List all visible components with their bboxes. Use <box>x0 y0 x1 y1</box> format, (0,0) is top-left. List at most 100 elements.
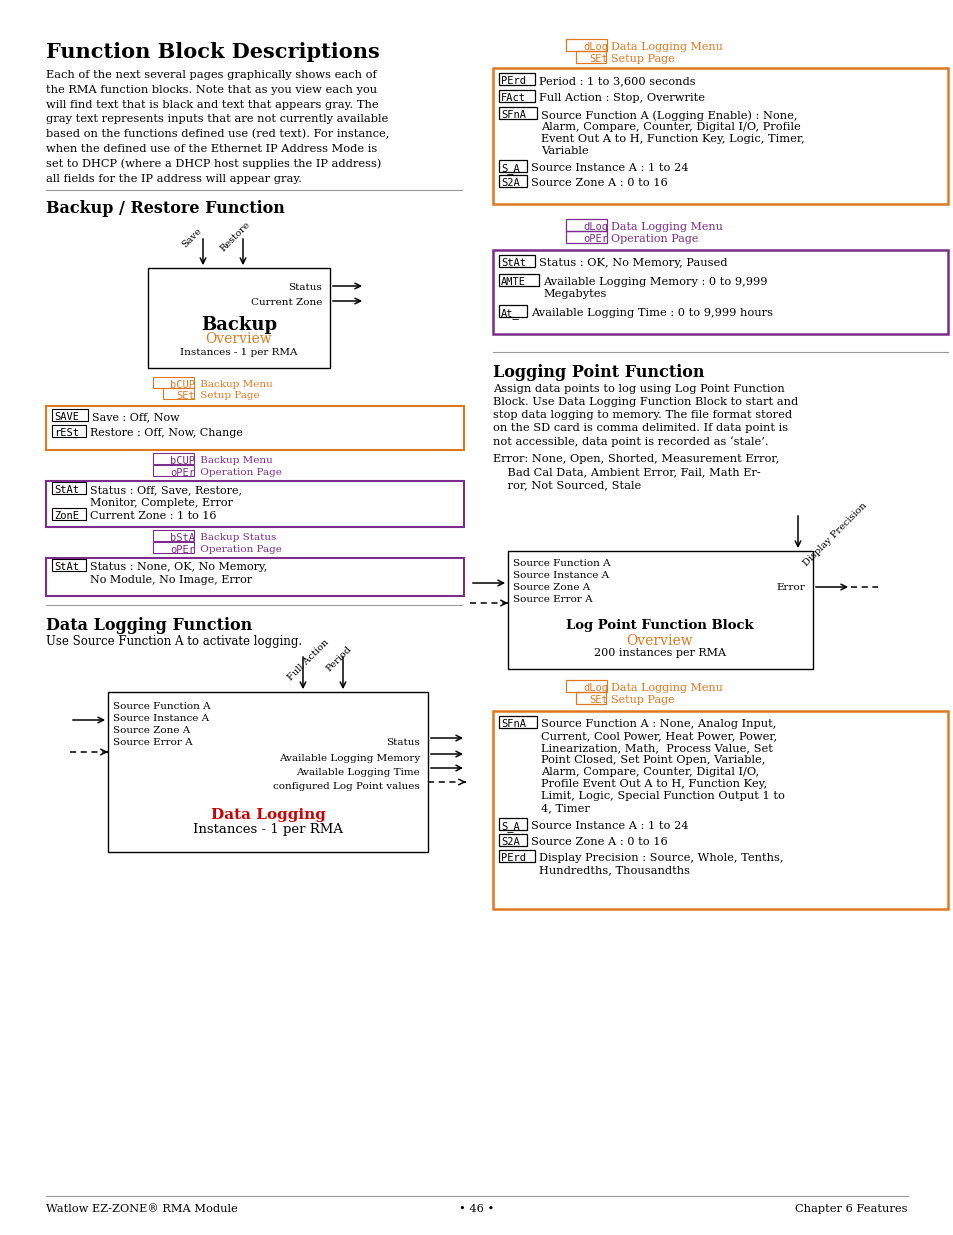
Text: Restore : Off, Now, Change: Restore : Off, Now, Change <box>90 429 243 438</box>
Text: oPEr: oPEr <box>170 468 194 478</box>
Text: Backup Status: Backup Status <box>196 534 276 542</box>
Text: Backup Menu: Backup Menu <box>196 456 273 466</box>
Bar <box>498 834 526 846</box>
Text: Current Zone: Current Zone <box>251 298 322 308</box>
Text: SEt: SEt <box>589 695 607 705</box>
Text: Source Zone A : 0 to 16: Source Zone A : 0 to 16 <box>531 837 667 847</box>
Text: StAt: StAt <box>500 258 525 268</box>
Text: Source Function A : None, Analog Input,: Source Function A : None, Analog Input, <box>540 719 776 729</box>
Bar <box>565 231 606 243</box>
Text: Period: Period <box>324 643 353 673</box>
Bar <box>498 305 526 317</box>
Text: Assign data points to log using Log Point Function: Assign data points to log using Log Poin… <box>493 384 784 394</box>
Text: Save: Save <box>180 226 203 249</box>
Text: Instances - 1 per RMA: Instances - 1 per RMA <box>193 823 343 836</box>
Text: Source Zone A: Source Zone A <box>513 583 590 592</box>
Bar <box>52 559 86 571</box>
Bar <box>498 73 535 85</box>
Text: Data Logging Function: Data Logging Function <box>46 618 252 634</box>
Text: Log Point Function Block: Log Point Function Block <box>565 619 753 632</box>
Bar <box>576 692 605 704</box>
Bar <box>152 542 193 553</box>
Bar <box>576 51 605 63</box>
Bar <box>498 107 537 119</box>
Text: Status : OK, No Memory, Paused: Status : OK, No Memory, Paused <box>538 258 727 268</box>
Text: Bad Cal Data, Ambient Error, Fail, Math Er-: Bad Cal Data, Ambient Error, Fail, Math … <box>493 467 760 477</box>
Text: SAVE: SAVE <box>54 412 79 422</box>
Bar <box>46 406 463 450</box>
Text: S_A: S_A <box>500 821 519 832</box>
Bar <box>493 711 947 909</box>
Bar <box>498 716 537 727</box>
Text: SFnA: SFnA <box>500 110 525 120</box>
Text: dLog: dLog <box>582 683 607 693</box>
Text: Alarm, Compare, Counter, Digital I/O, Profile: Alarm, Compare, Counter, Digital I/O, Pr… <box>540 122 800 132</box>
Text: 200 instances per RMA: 200 instances per RMA <box>594 648 725 658</box>
Text: Source Instance A: Source Instance A <box>513 571 608 580</box>
Bar <box>52 482 86 494</box>
Bar <box>498 90 535 103</box>
Text: StAt: StAt <box>54 562 79 572</box>
Text: configured Log Point values: configured Log Point values <box>273 782 419 790</box>
Text: Restore: Restore <box>218 220 252 253</box>
Text: Watlow EZ-ZONE® RMA Module: Watlow EZ-ZONE® RMA Module <box>46 1204 237 1214</box>
Text: Hundredths, Thousandths: Hundredths, Thousandths <box>538 864 689 876</box>
Text: Backup: Backup <box>201 316 276 333</box>
Text: S_A: S_A <box>500 163 519 174</box>
Bar <box>565 680 606 692</box>
Text: set to DHCP (where a DHCP host supplies the IP address): set to DHCP (where a DHCP host supplies … <box>46 159 381 169</box>
Text: Chapter 6 Features: Chapter 6 Features <box>795 1204 907 1214</box>
Text: At_: At_ <box>500 308 519 319</box>
Text: Function Block Descriptions: Function Block Descriptions <box>46 42 379 62</box>
Text: Backup Menu: Backup Menu <box>196 380 273 389</box>
Text: AMTE: AMTE <box>500 277 525 287</box>
Text: the RMA function blocks. Note that as you view each you: the RMA function blocks. Note that as yo… <box>46 85 376 95</box>
Bar <box>565 219 606 231</box>
Text: dLog: dLog <box>582 42 607 52</box>
Text: Data Logging Menu: Data Logging Menu <box>610 683 722 693</box>
Text: Source Error A: Source Error A <box>112 739 193 747</box>
Text: Data Logging: Data Logging <box>211 808 325 823</box>
Text: Available Logging Time: Available Logging Time <box>296 768 419 777</box>
Text: Full Action : Stop, Overwrite: Full Action : Stop, Overwrite <box>538 93 704 103</box>
Text: Available Logging Time : 0 to 9,999 hours: Available Logging Time : 0 to 9,999 hour… <box>531 308 772 317</box>
Text: all fields for the IP address will appear gray.: all fields for the IP address will appea… <box>46 174 302 184</box>
Text: Source Function A: Source Function A <box>513 559 610 568</box>
Text: Current Zone : 1 to 16: Current Zone : 1 to 16 <box>90 511 216 521</box>
Text: Source Instance A : 1 to 24: Source Instance A : 1 to 24 <box>531 163 688 173</box>
Text: bStA: bStA <box>170 534 194 543</box>
Text: Setup Page: Setup Page <box>196 391 259 400</box>
Bar <box>493 68 947 204</box>
Text: Error: None, Open, Shorted, Measurement Error,: Error: None, Open, Shorted, Measurement … <box>493 454 779 464</box>
Text: oPEr: oPEr <box>582 233 607 245</box>
Text: oPEr: oPEr <box>170 545 194 555</box>
Text: Event Out A to H, Function Key, Logic, Timer,: Event Out A to H, Function Key, Logic, T… <box>540 135 804 144</box>
Text: Status : None, OK, No Memory,: Status : None, OK, No Memory, <box>90 562 267 572</box>
Text: Full Action: Full Action <box>286 638 331 683</box>
Text: Source Instance A : 1 to 24: Source Instance A : 1 to 24 <box>531 821 688 831</box>
Text: Source Instance A: Source Instance A <box>112 714 209 722</box>
Text: Use Source Function A to activate logging.: Use Source Function A to activate loggin… <box>46 635 302 648</box>
Text: Data Logging Menu: Data Logging Menu <box>610 42 722 52</box>
Text: Each of the next several pages graphically shows each of: Each of the next several pages graphical… <box>46 70 376 80</box>
Text: Source Error A: Source Error A <box>513 595 592 604</box>
Bar <box>493 249 947 333</box>
Bar <box>498 850 535 862</box>
Bar <box>152 530 193 541</box>
Text: Display Precision : Source, Whole, Tenths,: Display Precision : Source, Whole, Tenth… <box>538 853 782 863</box>
Text: S2A: S2A <box>500 178 519 188</box>
Bar <box>498 818 526 830</box>
Text: SEt: SEt <box>589 54 607 64</box>
Text: Setup Page: Setup Page <box>610 54 674 64</box>
Text: Status: Status <box>288 283 322 291</box>
Text: StAt: StAt <box>54 485 79 495</box>
Text: Data Logging Menu: Data Logging Menu <box>610 222 722 232</box>
Text: Source Zone A : 0 to 16: Source Zone A : 0 to 16 <box>531 178 667 188</box>
Text: Monitor, Complete, Error: Monitor, Complete, Error <box>90 498 233 508</box>
Text: when the defined use of the Ethernet IP Address Mode is: when the defined use of the Ethernet IP … <box>46 144 376 154</box>
Text: Status : Off, Save, Restore,: Status : Off, Save, Restore, <box>90 485 242 495</box>
Text: Profile Event Out A to H, Function Key,: Profile Event Out A to H, Function Key, <box>540 779 766 789</box>
Text: No Module, No Image, Error: No Module, No Image, Error <box>90 576 252 585</box>
Text: • 46 •: • 46 • <box>459 1204 494 1214</box>
Bar <box>108 692 428 852</box>
